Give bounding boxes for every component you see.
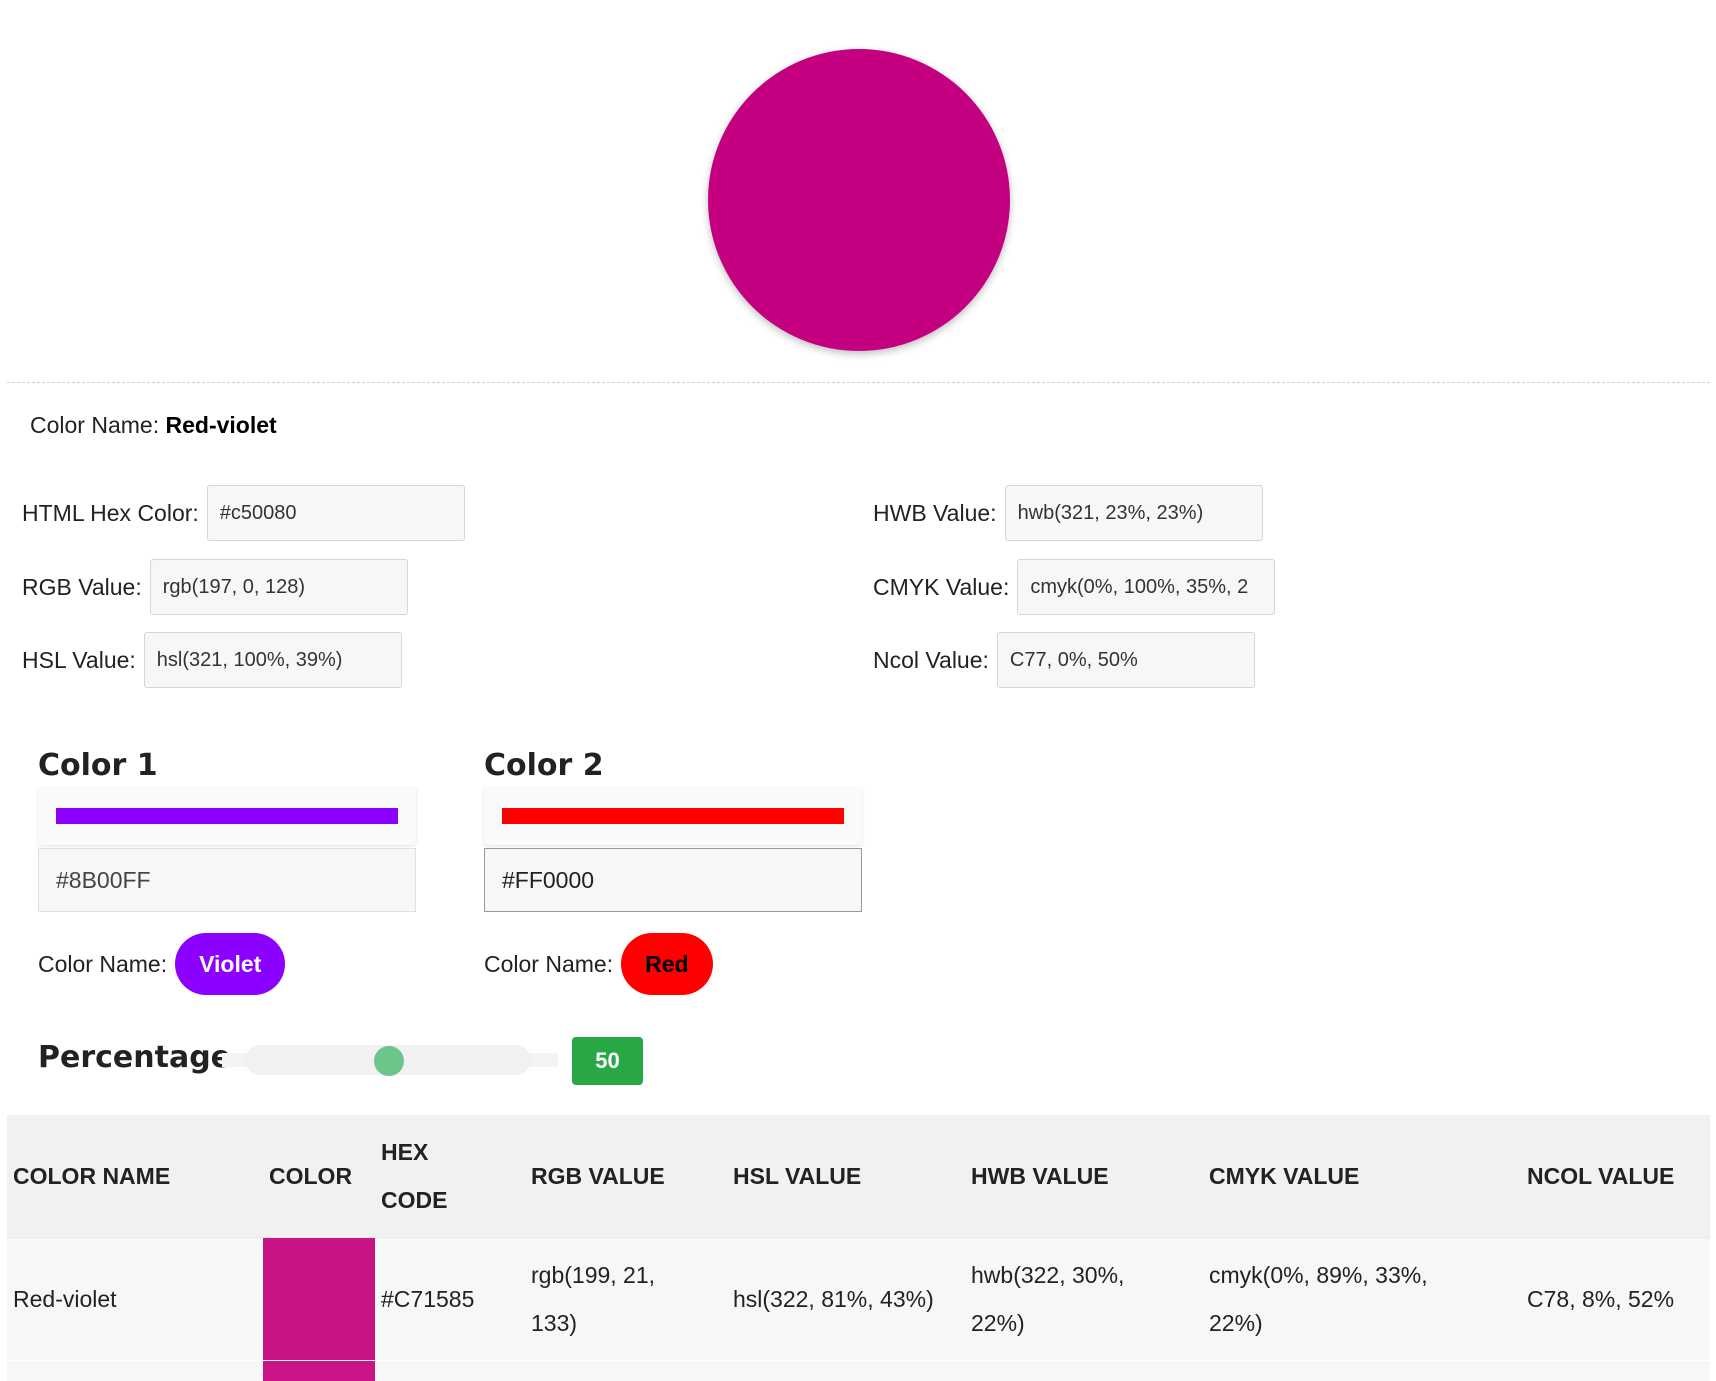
color1-name-badge: Violet (175, 933, 285, 995)
header-hwb: HWB VALUE (965, 1115, 1203, 1238)
cell-hwb: hwb(322, 30%, 22%) (965, 1238, 1203, 1361)
color1-hex-input[interactable] (38, 848, 416, 912)
cell-rgb-line1: rgb(199, 21, (531, 1262, 655, 1288)
cell-hwb-line1: hwb(322, 30%, (971, 1262, 1124, 1288)
hex-field-row: HTML Hex Color: (22, 485, 465, 541)
cell-cmyk: cmyk(0%, 89%, 33%, 22%) (1203, 1238, 1521, 1361)
cell-ncol: C78, 8%, 52% (1521, 1238, 1710, 1361)
cell-hsl: hsl(322, 81%, 43%) (727, 1238, 965, 1361)
cell-hwb-line2: 22%) (971, 1310, 1025, 1336)
cell-rgb: rgb(199, 21, 133) (525, 1238, 727, 1361)
cell-partial (1521, 1361, 1710, 1381)
header-hsl: HSL VALUE (727, 1115, 965, 1238)
cell-partial (1203, 1361, 1521, 1381)
header-rgb: RGB VALUE (525, 1115, 727, 1238)
rgb-field-row: RGB Value: (22, 559, 408, 615)
cmyk-label: CMYK Value: (873, 574, 1009, 601)
table-row-partial (7, 1361, 1710, 1381)
hsl-label: HSL Value: (22, 647, 136, 674)
hex-input[interactable] (207, 485, 465, 541)
cell-hex: #C71585 (375, 1238, 525, 1361)
cell-partial (375, 1361, 525, 1381)
ncol-input[interactable] (997, 632, 1255, 688)
cell-color (263, 1238, 375, 1361)
color-name-line: Color Name: Red-violet (30, 412, 277, 439)
divider (7, 382, 1710, 383)
color-swatch (263, 1238, 375, 1360)
color1-bar[interactable] (56, 808, 398, 824)
cell-cmyk-line1: cmyk(0%, 89%, 33%, (1209, 1262, 1428, 1288)
color2-name-row: Color Name: Red (484, 933, 713, 995)
header-color-name: COLOR NAME (7, 1115, 263, 1238)
cmyk-field-row: CMYK Value: (873, 559, 1275, 615)
header-hex-line2: CODE (381, 1187, 447, 1213)
rgb-input[interactable] (150, 559, 408, 615)
color1-title: Color 1 (38, 748, 158, 783)
ncol-label: Ncol Value: (873, 647, 989, 674)
hwb-label: HWB Value: (873, 500, 997, 527)
hex-label: HTML Hex Color: (22, 500, 199, 527)
color1-picker[interactable] (38, 787, 416, 845)
cell-partial (7, 1361, 263, 1381)
cell-partial (525, 1361, 727, 1381)
header-cmyk: CMYK VALUE (1203, 1115, 1521, 1238)
percentage-slider-thumb[interactable] (374, 1046, 404, 1076)
hwb-input[interactable] (1005, 485, 1263, 541)
header-color: COLOR (263, 1115, 375, 1238)
header-hex-line1: HEX (381, 1139, 428, 1165)
percentage-title: Percentage (38, 1040, 231, 1075)
cell-rgb-line2: 133) (531, 1310, 577, 1336)
table-header-row: COLOR NAME COLOR HEX CODE RGB VALUE HSL … (7, 1115, 1710, 1238)
header-ncol: NCOL VALUE (1521, 1115, 1710, 1238)
hsl-field-row: HSL Value: (22, 632, 402, 688)
color2-hex-input[interactable] (484, 848, 862, 912)
color2-name-label: Color Name: (484, 951, 613, 978)
table-row: Red-violet #C71585 rgb(199, 21, 133) hsl… (7, 1238, 1710, 1361)
color-table: COLOR NAME COLOR HEX CODE RGB VALUE HSL … (7, 1115, 1710, 1381)
color1-name-label: Color Name: (38, 951, 167, 978)
ncol-field-row: Ncol Value: (873, 632, 1255, 688)
hsl-input[interactable] (144, 632, 402, 688)
cmyk-input[interactable] (1017, 559, 1275, 615)
cell-partial (727, 1361, 965, 1381)
color2-picker[interactable] (484, 787, 862, 845)
cell-partial-color (263, 1361, 375, 1381)
cell-color-name: Red-violet (7, 1238, 263, 1361)
hwb-field-row: HWB Value: (873, 485, 1263, 541)
color-preview-circle (708, 49, 1010, 351)
color2-name-badge: Red (621, 933, 712, 995)
color2-title: Color 2 (484, 748, 604, 783)
cell-partial (965, 1361, 1203, 1381)
header-hex-code: HEX CODE (375, 1115, 525, 1238)
rgb-label: RGB Value: (22, 574, 142, 601)
color-swatch-partial (263, 1361, 375, 1381)
color-name-label: Color Name: (30, 412, 159, 438)
cell-cmyk-line2: 22%) (1209, 1310, 1263, 1336)
color-name-value: Red-violet (166, 412, 277, 438)
color2-bar[interactable] (502, 808, 844, 824)
color1-name-row: Color Name: Violet (38, 933, 285, 995)
percentage-value-badge: 50 (572, 1037, 643, 1085)
